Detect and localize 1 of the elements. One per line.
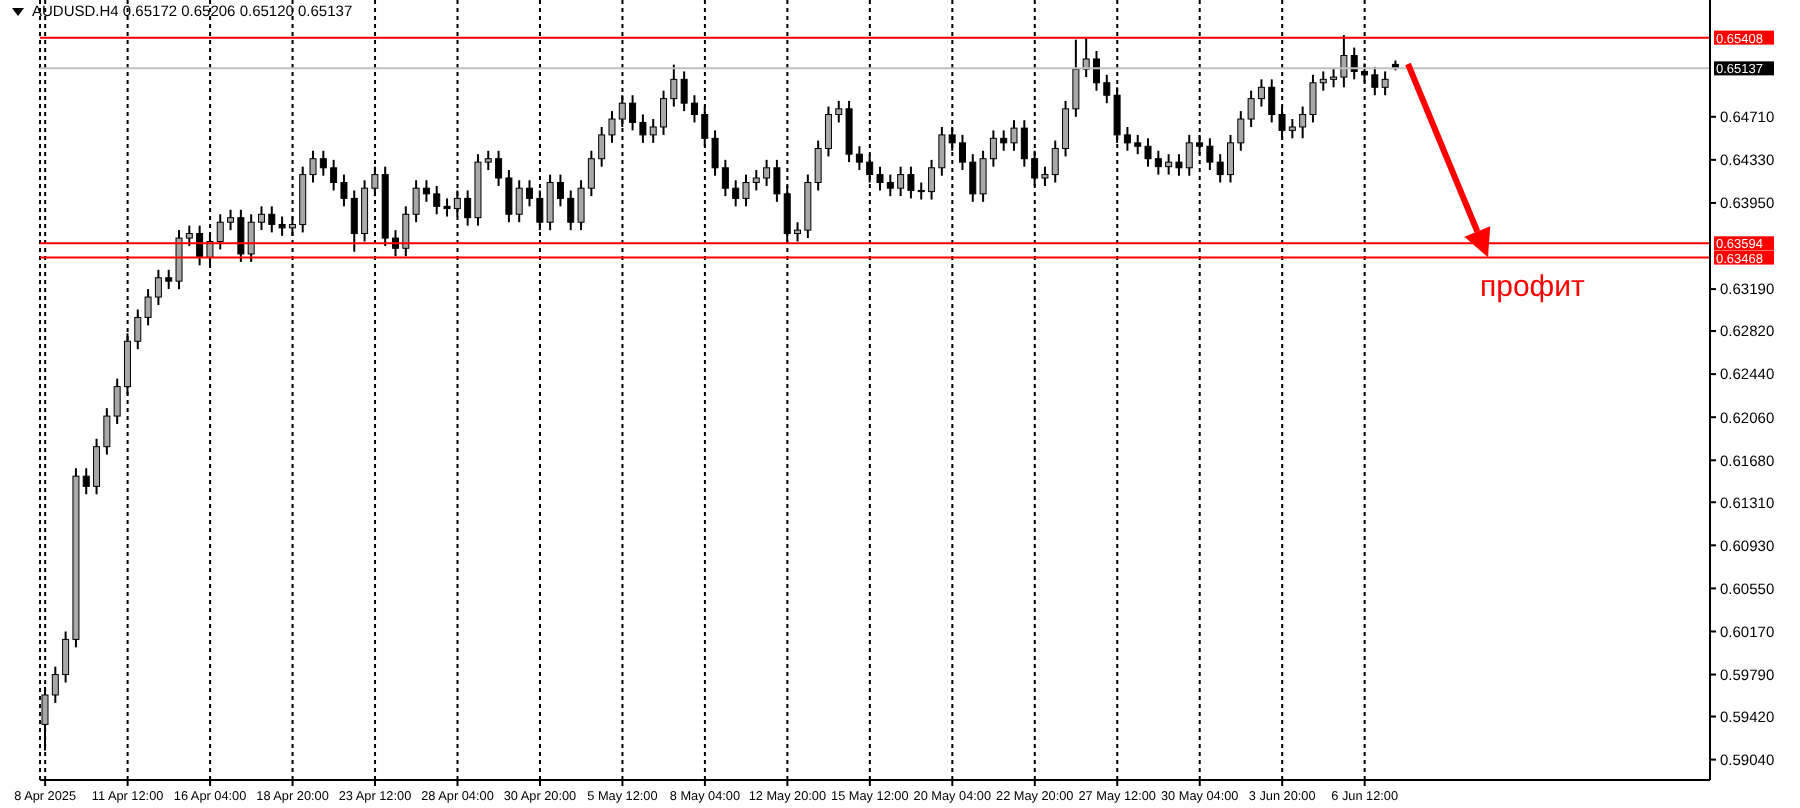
annotation: профит	[1480, 269, 1585, 304]
